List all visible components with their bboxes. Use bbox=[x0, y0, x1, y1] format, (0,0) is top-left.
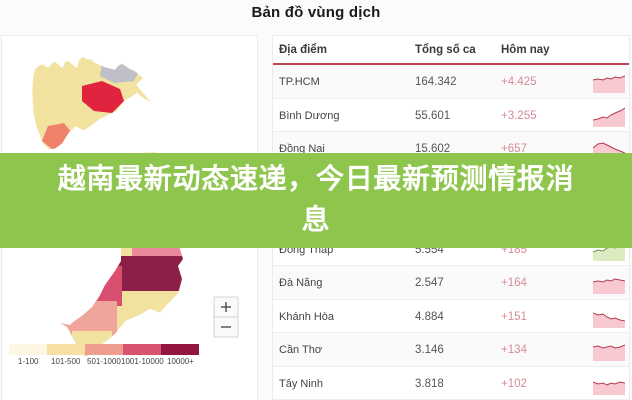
svg-text:10000+: 10000+ bbox=[167, 357, 194, 366]
svg-text:1001-10000: 1001-10000 bbox=[121, 357, 164, 366]
svg-text:1-100: 1-100 bbox=[18, 357, 39, 366]
svg-text:501-1000: 501-1000 bbox=[87, 357, 121, 366]
svg-text:101-500: 101-500 bbox=[51, 357, 81, 366]
